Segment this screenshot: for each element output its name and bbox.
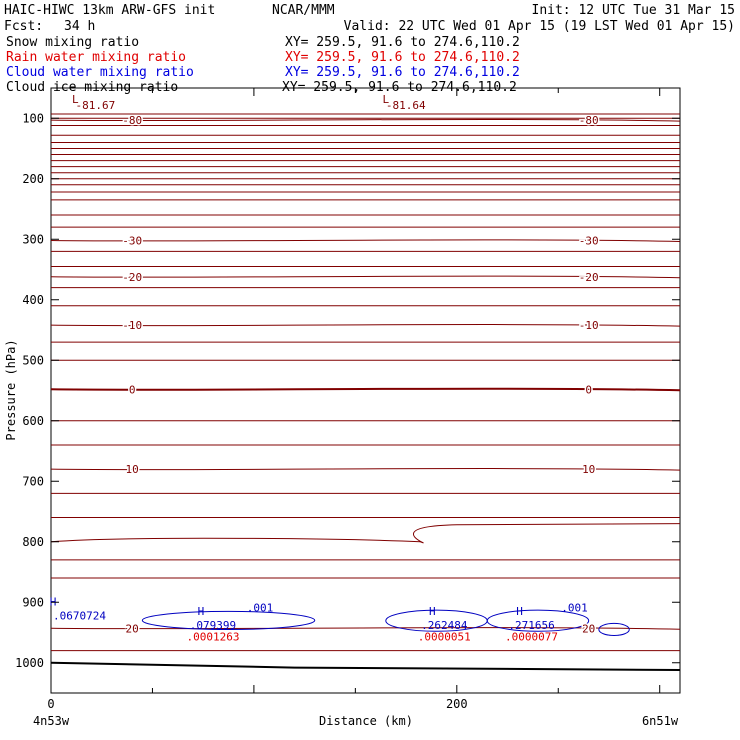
isotherm-line: [50, 387, 681, 392]
isotherm-label: -10: [579, 319, 599, 332]
temperature-contours: [50, 113, 681, 652]
y-tick-label: 1000: [15, 656, 44, 670]
cloud-water-max-value: .079399: [190, 619, 236, 632]
isotherm-label: -80: [122, 114, 142, 127]
terrain-line: [50, 661, 681, 672]
isotherm-label: -20: [122, 271, 142, 284]
cloud-water-contour: [141, 610, 316, 630]
x-axis-label: Distance (km): [319, 714, 413, 728]
y-tick-label: 500: [22, 353, 44, 367]
cloud-water-max-marker: H: [516, 605, 523, 618]
isotherm-label: 10: [126, 463, 139, 476]
y-axis-label: Pressure (hPa): [4, 339, 18, 440]
isotherm-label: -10: [122, 319, 142, 332]
cloud-water-contour: [598, 622, 630, 637]
field-xy-snow: XY= 259.5, 91.6 to 274.6,110.2: [285, 35, 520, 50]
y-tick-label: 800: [22, 535, 44, 549]
isotherm-label: 0: [129, 383, 136, 396]
x-tick-label: 0: [47, 697, 54, 711]
isotherm-label: 20: [582, 622, 595, 635]
field-name-rain: Rain water mixing ratio: [6, 50, 186, 65]
isotherm-line: [50, 627, 681, 630]
rain-water-max-value: .0001263: [186, 631, 239, 644]
isotherm-label: 10: [582, 463, 595, 476]
init-time: Init: 12 UTC Tue 31 Mar 15: [532, 3, 736, 18]
isotherm-label: -30: [579, 234, 599, 247]
y-tick-label: 200: [22, 172, 44, 186]
valid-time: Valid: 22 UTC Wed 01 Apr 15 (19 LST Wed …: [344, 19, 735, 34]
cloud-water-contours: [141, 609, 630, 637]
plot-frame: [50, 87, 681, 694]
isotherm-label: -80: [579, 114, 599, 127]
y-tick-label: 300: [22, 232, 44, 246]
fcst-value: 34 h: [64, 19, 95, 34]
cloud-water-contour: [486, 609, 590, 632]
isotherm-line: [50, 118, 681, 122]
cloud-water-max-value: .0670724: [53, 610, 106, 623]
isotherm-line: [50, 523, 681, 544]
cloud-water-max-marker: H: [198, 605, 205, 618]
cloud-water-max-value: .271656: [508, 619, 554, 632]
field-xy-cloud-water: XY= 259.5, 91.6 to 274.6,110.2: [285, 65, 520, 80]
y-tick-label: 400: [22, 293, 44, 307]
isotherm-line: [50, 324, 681, 327]
x-tick-label: 200: [446, 697, 468, 711]
isotherm-label: -20: [579, 271, 599, 284]
cloud-water-contour-label: .001: [561, 601, 588, 614]
y-tick-label: 900: [22, 595, 44, 609]
isotherm-label: 20: [126, 622, 139, 635]
low-value: -81.64: [386, 99, 426, 112]
isotherm-line: [50, 239, 681, 242]
isotherm-line: [50, 468, 681, 471]
isotherm-line: [50, 275, 681, 279]
low-marker: L: [382, 93, 389, 106]
field-xy-rain: XY= 259.5, 91.6 to 274.6,110.2: [285, 50, 520, 65]
field-name-snow: Snow mixing ratio: [6, 35, 139, 50]
x-endpoint-right: 6n51w: [642, 714, 679, 728]
x-endpoint-left: 4n53w: [33, 714, 70, 728]
title-left: HAIC-HIWC 13km ARW-GFS init: [4, 3, 215, 18]
rain-water-max-value: .0000051: [418, 631, 471, 644]
rain-water-max-value: .0000077: [505, 631, 558, 644]
isotherm-label: -30: [122, 234, 142, 247]
terrain: [50, 661, 681, 672]
y-tick-label: 700: [22, 474, 44, 488]
low-marker: L: [72, 93, 79, 106]
low-value: -81.67: [75, 99, 115, 112]
fcst-label: Fcst:: [4, 19, 43, 34]
cloud-water-contour-label: .001: [247, 601, 274, 614]
y-tick-label: 600: [22, 414, 44, 428]
cloud-water-max-marker: H: [429, 605, 436, 618]
cloud-water-max-value: .262484: [421, 619, 468, 632]
isotherm-label: 0: [585, 383, 592, 396]
y-tick-label: 100: [22, 111, 44, 125]
title-center: NCAR/MMM: [272, 3, 335, 18]
field-name-cloud-water: Cloud water mixing ratio: [6, 65, 194, 80]
